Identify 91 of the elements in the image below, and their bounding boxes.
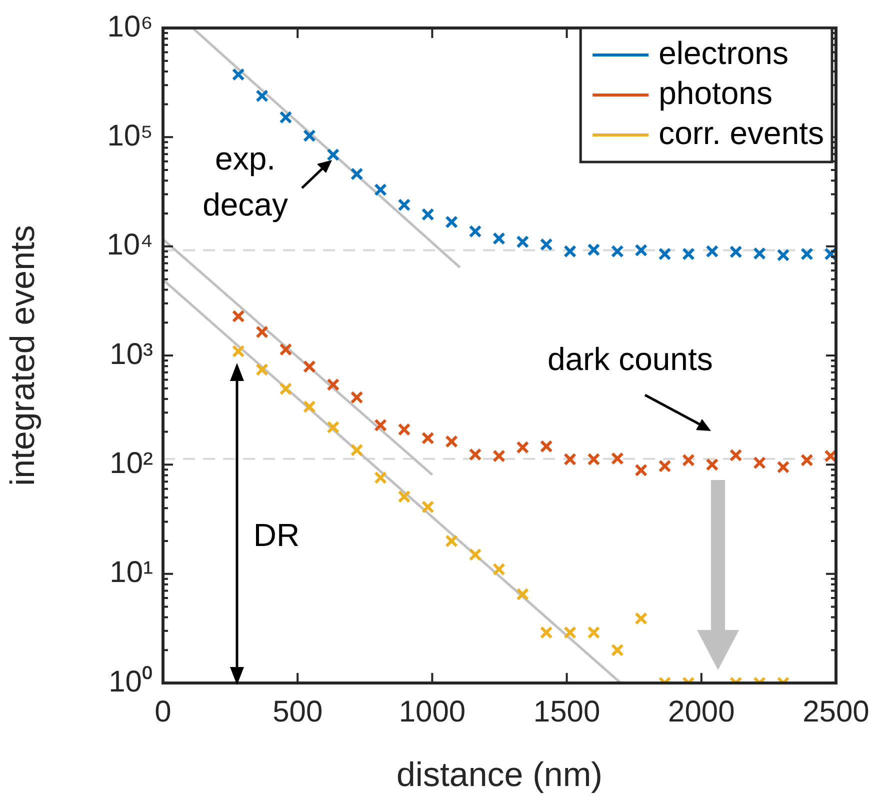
point (540, 440, 553, 453)
point (540, 238, 553, 251)
point (421, 500, 434, 514)
point (516, 440, 530, 454)
point (706, 244, 719, 258)
y-tick-label: 10³ (110, 338, 154, 371)
point (776, 460, 790, 474)
point (706, 458, 719, 472)
point (445, 435, 458, 448)
legend-label: photons (658, 74, 772, 111)
point (468, 548, 482, 562)
point (492, 232, 506, 245)
point (232, 310, 245, 323)
point (302, 360, 316, 374)
point (540, 626, 553, 639)
x-tick-label: 2500 (802, 695, 870, 728)
point (587, 626, 600, 639)
point (279, 382, 292, 396)
x-tick-label: 0 (154, 695, 172, 728)
point (279, 343, 292, 356)
point (350, 168, 364, 180)
point (421, 208, 434, 221)
y-axis-title: integrated events (4, 225, 42, 486)
x-tick-label: 500 (272, 695, 323, 728)
x-tick-label: 1000 (398, 695, 466, 728)
point (564, 452, 576, 466)
point (610, 452, 624, 465)
point (256, 326, 269, 338)
point (682, 454, 695, 467)
annotation: dark counts (547, 340, 713, 377)
point (824, 450, 836, 462)
point (564, 626, 576, 639)
point (374, 183, 387, 196)
point (634, 244, 648, 257)
point (445, 216, 458, 228)
y-tick-label: 10⁶ (107, 10, 153, 44)
y-tick-label: 10⁰ (108, 665, 153, 698)
point (610, 244, 624, 258)
point (587, 243, 600, 256)
point (302, 129, 316, 142)
y-tick-label: 10⁵ (107, 119, 153, 152)
legend-label: electrons (658, 34, 788, 71)
legend-label: corr. events (658, 114, 824, 151)
point (516, 235, 530, 248)
x-axis-title: distance (nm) (396, 756, 602, 794)
point (468, 448, 482, 461)
point (279, 110, 292, 124)
point (326, 148, 340, 162)
point (232, 344, 245, 358)
x-tick-label: 2000 (668, 695, 735, 728)
point (800, 248, 814, 260)
point (776, 248, 790, 262)
point (232, 68, 245, 81)
point (610, 644, 624, 657)
x-tick-label: 1500 (533, 695, 600, 728)
point (374, 418, 387, 432)
point (326, 378, 340, 392)
point (658, 460, 672, 473)
point (729, 448, 742, 462)
point (256, 89, 269, 102)
point (564, 244, 576, 258)
point (421, 432, 434, 445)
point (492, 450, 506, 462)
point (374, 471, 387, 484)
point (753, 456, 766, 470)
point (492, 562, 506, 576)
point (634, 464, 648, 477)
point (398, 198, 411, 212)
y-tick-label: 10² (110, 446, 154, 480)
point (398, 490, 411, 504)
y-tick-label: 10¹ (110, 556, 154, 590)
annotation: exp. decay (202, 140, 288, 223)
point (587, 452, 600, 466)
point (350, 444, 364, 457)
point (326, 420, 340, 434)
y-tick-label: 10⁴ (106, 228, 153, 262)
point (682, 248, 695, 260)
point (398, 423, 411, 436)
point (302, 400, 316, 414)
point (445, 534, 458, 548)
point (516, 588, 530, 601)
point (729, 245, 742, 258)
point (256, 363, 269, 376)
point (658, 248, 672, 260)
annotation: DR (253, 516, 300, 553)
point (753, 247, 766, 260)
point (350, 390, 364, 404)
point (634, 612, 648, 625)
point (824, 248, 836, 260)
point (468, 224, 482, 238)
point (800, 454, 814, 467)
